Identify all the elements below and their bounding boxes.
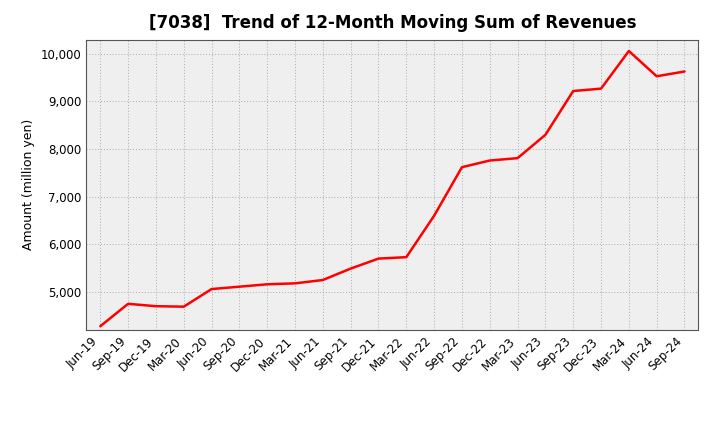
Y-axis label: Amount (million yen): Amount (million yen) [22,119,35,250]
Title: [7038]  Trend of 12-Month Moving Sum of Revenues: [7038] Trend of 12-Month Moving Sum of R… [148,15,636,33]
